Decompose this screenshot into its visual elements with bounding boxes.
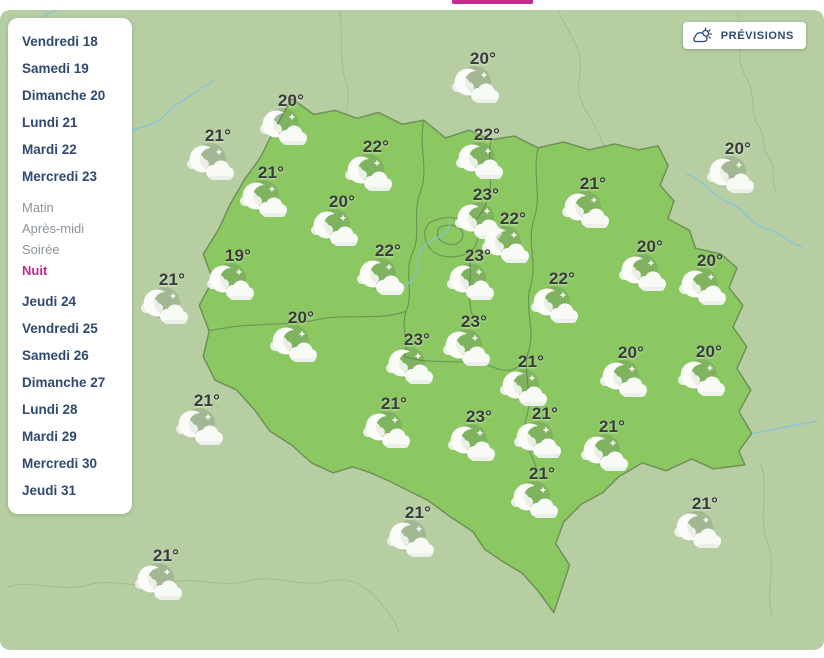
day-item-vendredi-18[interactable]: Vendredi 18 bbox=[22, 34, 98, 49]
top-tab-strip bbox=[0, 0, 824, 10]
day-item-lundi-28[interactable]: Lundi 28 bbox=[22, 402, 78, 417]
forecast-days-panel: Vendredi 18 Samedi 19 Dimanche 20 Lundi 21 M… bbox=[8, 18, 132, 514]
day-item-vendredi-25[interactable]: Vendredi 25 bbox=[22, 321, 98, 336]
sun-behind-cloud-icon bbox=[692, 27, 714, 44]
day-item-lundi-21[interactable]: Lundi 21 bbox=[22, 115, 78, 130]
list-gap bbox=[22, 281, 132, 288]
period-item-nuit[interactable]: Nuit bbox=[22, 263, 48, 278]
list-gap bbox=[22, 190, 132, 197]
week2-day-list: Jeudi 24 Vendredi 25 Samedi 26 Dimanche 27 L… bbox=[22, 288, 132, 504]
day-item-dimanche-20[interactable]: Dimanche 20 bbox=[22, 88, 106, 103]
day-item-mardi-22[interactable]: Mardi 22 bbox=[22, 142, 77, 157]
week1-day-list: Vendredi 18 Samedi 19 Dimanche 20 Lundi 21 M… bbox=[22, 28, 132, 190]
day-item-mercredi-23[interactable]: Mercredi 23 bbox=[22, 169, 98, 184]
day-item-mercredi-30[interactable]: Mercredi 30 bbox=[22, 456, 98, 471]
period-item-soir-e[interactable]: Soirée bbox=[22, 242, 60, 257]
previsions-button[interactable]: PRÉVISIONS bbox=[682, 22, 806, 49]
day-item-samedi-26[interactable]: Samedi 26 bbox=[22, 348, 89, 363]
day-item-mardi-29[interactable]: Mardi 29 bbox=[22, 429, 77, 444]
day-item-jeudi-24[interactable]: Jeudi 24 bbox=[22, 294, 77, 309]
day-item-samedi-19[interactable]: Samedi 19 bbox=[22, 61, 89, 76]
active-tab-indicator bbox=[452, 0, 533, 4]
period-item-apr-s-midi[interactable]: Après-midi bbox=[22, 221, 85, 236]
day-item-jeudi-31[interactable]: Jeudi 31 bbox=[22, 483, 77, 498]
ile-de-france-region bbox=[198, 97, 753, 614]
day-item-dimanche-27[interactable]: Dimanche 27 bbox=[22, 375, 106, 390]
previsions-label: PRÉVISIONS bbox=[720, 29, 794, 42]
period-list: Matin Après-midi Soirée Nuit bbox=[22, 197, 132, 281]
period-item-matin[interactable]: Matin bbox=[22, 200, 54, 215]
